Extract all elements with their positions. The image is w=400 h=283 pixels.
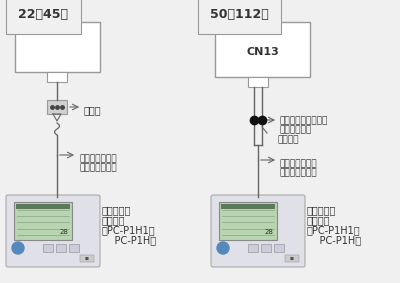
Text: （PC-P1H1、: （PC-P1H1、 (102, 225, 156, 235)
Bar (47, 72, 67, 82)
Bar (56, 244, 66, 252)
Text: 端子台: 端子台 (84, 105, 102, 115)
Text: 28: 28 (60, 229, 68, 235)
Text: リモコン: リモコン (307, 215, 330, 225)
Text: （製品付属）: （製品付属） (280, 125, 312, 134)
Text: アメニティ: アメニティ (307, 205, 336, 215)
Bar (15, 22, 100, 72)
Bar (43, 244, 53, 252)
Text: リモコンコード: リモコンコード (280, 159, 318, 168)
Text: コネクタ付きコード: コネクタ付きコード (280, 116, 328, 125)
Text: リモコンコード: リモコンコード (79, 154, 117, 163)
Bar (274, 244, 284, 252)
Bar (69, 244, 79, 252)
Circle shape (12, 242, 24, 254)
FancyBboxPatch shape (211, 195, 305, 267)
Bar (215, 22, 310, 77)
Bar (285, 255, 299, 262)
Circle shape (217, 242, 229, 254)
Text: 28: 28 (264, 229, 274, 235)
Text: （現地準備品）: （現地準備品） (79, 163, 117, 172)
Text: 圧着接続: 圧着接続 (278, 135, 300, 144)
Bar (47, 100, 67, 114)
Text: ■: ■ (290, 257, 294, 261)
Text: CN13: CN13 (247, 47, 279, 57)
Bar (248, 77, 268, 87)
Bar (219, 202, 277, 240)
Text: ■: ■ (85, 257, 89, 261)
Bar (80, 255, 94, 262)
FancyBboxPatch shape (6, 195, 100, 267)
Text: リモコン: リモコン (102, 215, 126, 225)
Bar (221, 204, 275, 209)
Bar (248, 244, 258, 252)
Text: PC-P1H）: PC-P1H） (102, 235, 156, 245)
Text: PC-P1H）: PC-P1H） (307, 235, 361, 245)
Bar (16, 204, 70, 209)
Text: （現地準備品）: （現地準備品） (280, 168, 318, 177)
Text: 50～112型: 50～112型 (210, 8, 269, 21)
Text: アメニティ: アメニティ (102, 205, 131, 215)
Bar (14, 202, 72, 240)
Text: （PC-P1H1、: （PC-P1H1、 (307, 225, 361, 235)
Text: 22～45型: 22～45型 (18, 8, 68, 21)
Bar (261, 244, 271, 252)
